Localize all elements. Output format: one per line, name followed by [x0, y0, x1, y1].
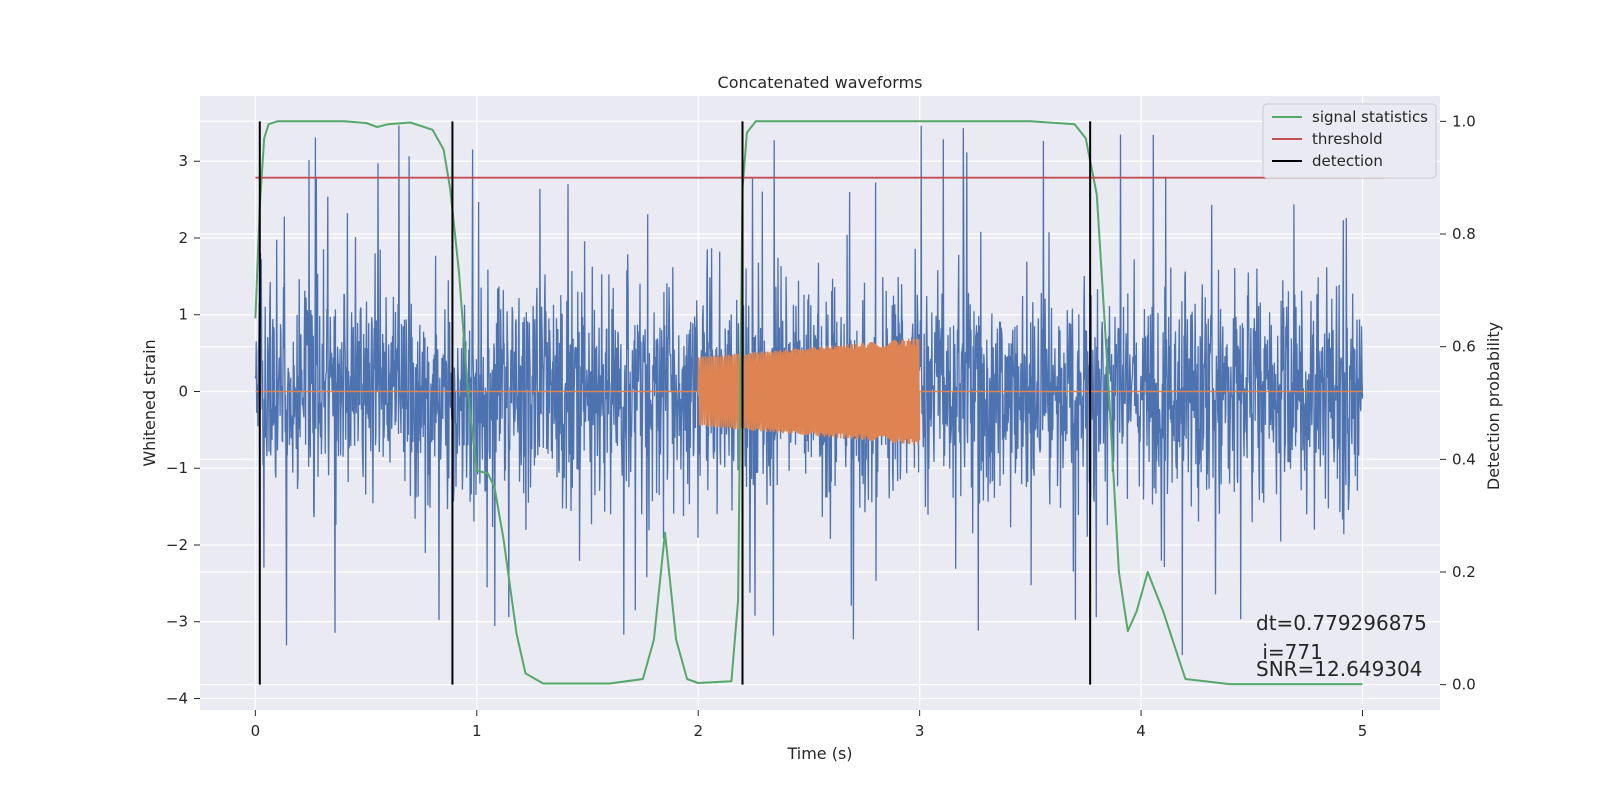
- injection-series-line: [255, 338, 1363, 446]
- x-tick-label: 0: [251, 722, 261, 740]
- y-tick-label: 1: [178, 306, 188, 324]
- legend: signal statistics threshold detection: [1262, 103, 1437, 179]
- y-tick-label: −4: [166, 689, 188, 707]
- y-tick-label: 3: [178, 152, 188, 170]
- x-tick-label: 1: [472, 722, 482, 740]
- annotation-snr: SNR=12.649304: [1256, 657, 1422, 681]
- y-tick-label: −3: [166, 613, 188, 631]
- y-tick-label: −2: [166, 536, 188, 554]
- axes-layer: 0 1 2 3 4 5 3 2 1 0 −1 −2 −3 −4 1.0 0.8 0.6 0.4 0.2 0.0: [166, 112, 1476, 740]
- y2-tick-label: 1.0: [1452, 112, 1476, 130]
- legend-label-detection: detection: [1312, 152, 1383, 170]
- annotation-i: i=771: [1256, 640, 1323, 664]
- x-axis-label: Time (s): [786, 744, 852, 763]
- x-tick-label: 3: [915, 722, 925, 740]
- y-tick-label: 2: [178, 229, 188, 247]
- annotation-dt: dt=0.779296875: [1256, 611, 1427, 635]
- legend-label-threshold: threshold: [1312, 130, 1383, 148]
- x-tick-label: 2: [693, 722, 703, 740]
- y2-tick-label: 0.4: [1452, 450, 1476, 468]
- signal-statistics-line: [254, 120, 1363, 686]
- legend-label-signal-statistics: signal statistics: [1312, 108, 1428, 126]
- chart-title: Concatenated waveforms: [718, 73, 923, 92]
- legend-box: [1262, 103, 1437, 179]
- y-tick-label: −1: [166, 459, 188, 477]
- y-tick-label: 0: [178, 382, 188, 400]
- x-tick-label: 4: [1136, 722, 1146, 740]
- y2-tick-label: 0.2: [1452, 563, 1476, 581]
- y-axis-label: Whitened strain: [140, 339, 159, 466]
- y2-axis-label: Detection probability: [1484, 322, 1503, 490]
- data-layer: [254, 120, 1385, 686]
- y2-tick-label: 0.6: [1452, 338, 1476, 356]
- strain-series-line: [254, 125, 1364, 656]
- y2-tick-label: 0.0: [1452, 676, 1476, 694]
- y2-tick-label: 0.8: [1452, 225, 1476, 243]
- x-tick-label: 5: [1358, 722, 1368, 740]
- annotations: dt=0.779296875 i=771 SNR=12.649304: [1256, 611, 1427, 681]
